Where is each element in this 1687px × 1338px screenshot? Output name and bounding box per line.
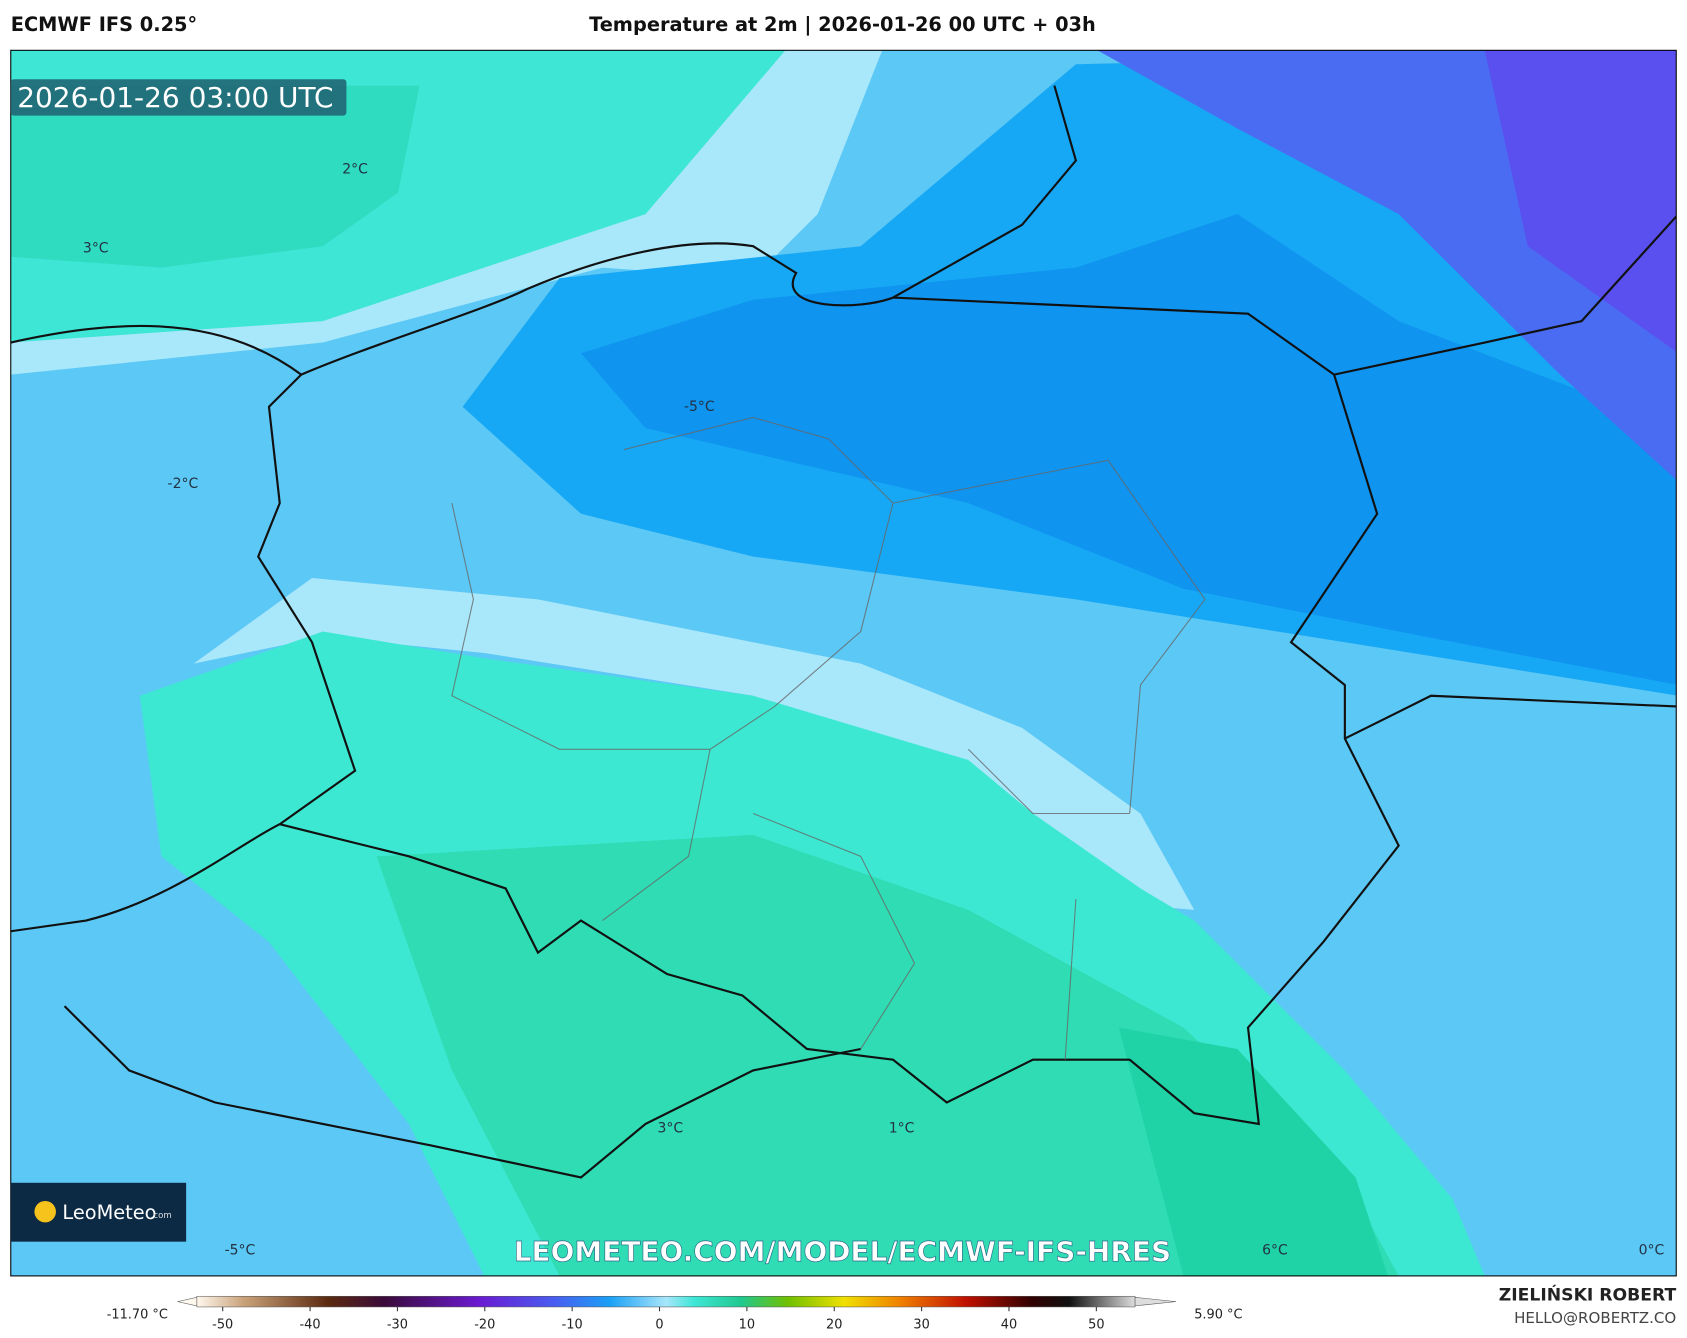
- map-frame: [10, 49, 1677, 1277]
- colorbar-tick-label: 10: [739, 1317, 755, 1332]
- watermark: LEOMETEO.COM/MODEL/ECMWF-IFS-HRES: [514, 1235, 1171, 1268]
- contour-label: -5°C: [225, 1243, 256, 1259]
- timestamp-box: [10, 79, 347, 116]
- colorbar-right-arrow: [1134, 1297, 1176, 1307]
- email: HELLO@ROBERTZ.CO: [1514, 1309, 1676, 1327]
- colorbar-tick-label: -40: [300, 1317, 321, 1332]
- contour-label: 6°C: [1262, 1243, 1288, 1259]
- contour-label: -2°C: [168, 476, 199, 492]
- map-title: Temperature at 2m | 2026-01-26 00 UTC + …: [589, 13, 1096, 36]
- borders: [10, 85, 1677, 1179]
- colorbar-tick-label: -30: [387, 1317, 408, 1332]
- colorbar-tick-label: 30: [913, 1317, 929, 1332]
- colorbar-max: 5.90 °C: [1194, 1308, 1242, 1323]
- map-labels: 2°C 3°C -2°C -5°C 3°C 1°C -5°C 6°C 0°C: [83, 161, 1664, 1258]
- colorbar-tick-label: 40: [1001, 1317, 1017, 1332]
- colorbar-ticks: -50 -40 -30 -20 -10 0 10 20 30 40 50: [212, 1306, 1105, 1332]
- colorbar-left-arrow: [177, 1296, 198, 1307]
- colorbar-min: -11.70 °C: [107, 1308, 168, 1323]
- region-borders: [451, 416, 1206, 1060]
- colorbar-tick-label: 0: [655, 1317, 663, 1332]
- contour-label: 3°C: [657, 1121, 683, 1137]
- colorbar-tick-label: 50: [1088, 1317, 1104, 1332]
- model-name: ECMWF IFS 0.25°: [11, 13, 197, 36]
- contour-label: 1°C: [889, 1121, 915, 1137]
- logo-suffix: .com: [151, 1211, 172, 1221]
- colorbar-tick-label: 20: [826, 1317, 842, 1332]
- temp-zone: [580, 214, 1677, 685]
- contour-label: 2°C: [342, 161, 368, 177]
- colorbar: [196, 1295, 1136, 1308]
- temp-zone: [10, 85, 420, 268]
- map: [10, 50, 1677, 1276]
- colorbar-tick-label: -50: [212, 1317, 233, 1332]
- contour-label: -5°C: [684, 399, 715, 415]
- contour-label: 0°C: [1639, 1243, 1665, 1259]
- logo-name: LeoMeteo: [62, 1201, 156, 1224]
- logo-sun: [34, 1200, 56, 1223]
- temp-zone: [376, 834, 1399, 1276]
- colorbar-tick-label: -10: [562, 1317, 583, 1332]
- temp-zone: [1118, 1027, 1388, 1276]
- temp-zone: [1484, 50, 1677, 352]
- contour-label: 3°C: [83, 241, 109, 257]
- author: ZIELIŃSKI ROBERT: [1499, 1284, 1677, 1306]
- timestamp: 2026-01-26 03:00 UTC: [17, 81, 333, 114]
- colorbar-tick-label: -20: [474, 1317, 495, 1332]
